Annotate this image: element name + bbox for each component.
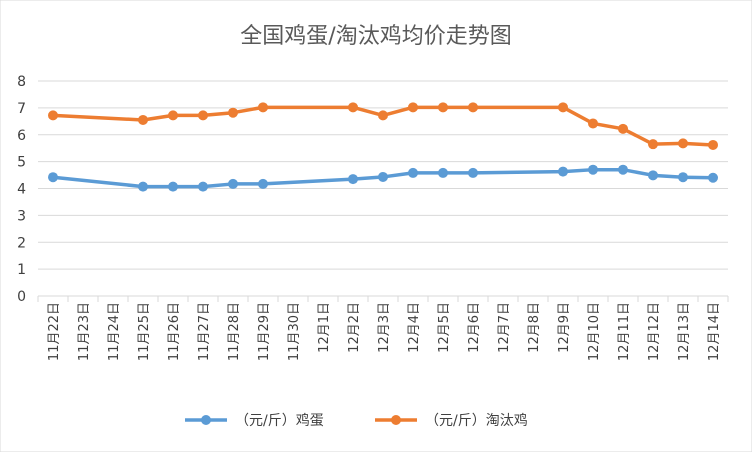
x-axis-ticks: 11月22日 11月23日 11月24日 11月25日 11月26日 11月27日 11月2… — [37, 296, 729, 361]
data-point — [678, 172, 688, 183]
data-point — [558, 166, 568, 177]
x-tick-label: 12月14日 — [707, 302, 722, 361]
y-tick-label: 1 — [17, 262, 26, 278]
data-point — [48, 110, 58, 121]
x-tick-label: 12月9日 — [557, 302, 572, 353]
x-tick-label: 11月27日 — [197, 302, 212, 361]
data-point — [588, 164, 598, 175]
x-tick-label: 12月11日 — [617, 302, 632, 361]
y-tick-label: 3 — [17, 208, 26, 224]
legend: （元/斤）鸡蛋 （元/斤）淘汰鸡 — [185, 412, 528, 429]
data-point — [648, 139, 658, 150]
data-point — [468, 167, 478, 178]
data-point — [708, 139, 718, 150]
y-tick-label: 6 — [17, 128, 26, 144]
data-point — [348, 174, 358, 185]
data-point — [588, 118, 598, 129]
x-tick-label: 12月7日 — [497, 302, 512, 353]
data-point — [408, 167, 418, 178]
y-tick-label: 2 — [17, 235, 26, 251]
data-point — [258, 102, 268, 113]
legend-label: （元/斤）淘汰鸡 — [425, 412, 528, 429]
x-tick-label: 12月5日 — [437, 302, 452, 353]
data-point — [168, 181, 178, 192]
x-tick-label: 11月29日 — [257, 302, 272, 361]
data-point — [408, 102, 418, 113]
x-tick-label: 12月13日 — [677, 302, 692, 361]
y-tick-label: 4 — [17, 182, 26, 198]
data-point — [558, 102, 568, 113]
data-point — [138, 181, 148, 192]
x-tick-label: 11月25日 — [137, 302, 152, 361]
x-tick-label: 11月22日 — [47, 302, 62, 361]
data-point — [258, 178, 268, 189]
data-point — [438, 167, 448, 178]
x-tick-label: 12月2日 — [347, 302, 362, 353]
data-point — [618, 123, 628, 134]
data-point — [198, 181, 208, 192]
data-point — [348, 102, 358, 113]
x-tick-label: 11月28日 — [227, 302, 242, 361]
y-tick-label: 0 — [17, 289, 26, 305]
x-tick-label: 12月3日 — [377, 302, 392, 353]
grid — [38, 80, 728, 297]
x-tick-label: 12月10日 — [587, 302, 602, 361]
x-tick-label: 11月30日 — [287, 302, 302, 361]
y-axis-ticks: 0 1 2 3 4 5 6 7 8 — [17, 74, 26, 305]
y-tick-label: 8 — [17, 74, 26, 90]
data-point — [228, 178, 238, 189]
x-tick-label: 12月12日 — [647, 302, 662, 361]
data-point — [378, 110, 388, 121]
data-point — [708, 172, 718, 183]
data-point — [468, 102, 478, 113]
x-tick-label: 12月4日 — [407, 302, 422, 353]
data-point — [168, 110, 178, 121]
chart-title: 全国鸡蛋/淘汰鸡均价走势图 — [240, 24, 511, 49]
x-tick-label: 11月24日 — [107, 302, 122, 361]
x-tick-label: 12月8日 — [527, 302, 542, 353]
legend-swatch-marker — [201, 415, 211, 425]
series-lines — [48, 102, 718, 192]
legend-swatch-marker — [391, 415, 401, 425]
data-point — [378, 171, 388, 182]
x-tick-label: 11月23日 — [77, 302, 92, 361]
data-point — [138, 114, 148, 125]
y-tick-label: 7 — [17, 101, 26, 117]
legend-label: （元/斤）鸡蛋 — [235, 412, 324, 429]
data-point — [678, 138, 688, 149]
y-tick-label: 5 — [17, 155, 26, 171]
data-point — [648, 170, 658, 181]
data-point — [618, 164, 628, 175]
data-point — [198, 110, 208, 121]
x-tick-label: 12月6日 — [467, 302, 482, 353]
data-point — [228, 107, 238, 118]
x-tick-label: 12月1日 — [317, 302, 332, 353]
data-point — [48, 172, 58, 183]
data-point — [438, 102, 448, 113]
x-tick-label: 11月26日 — [167, 302, 182, 361]
